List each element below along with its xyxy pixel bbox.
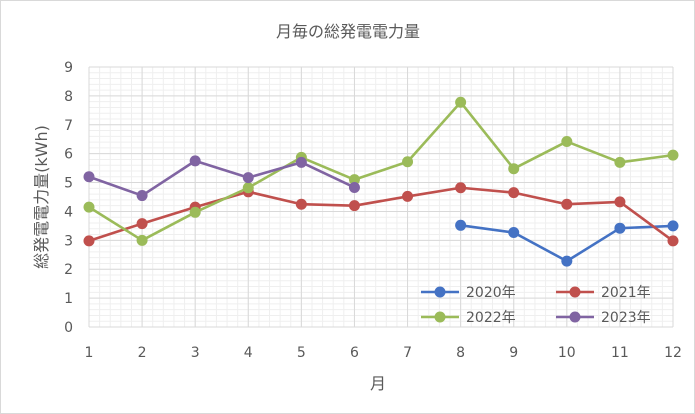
data-point [295, 198, 307, 210]
data-point [348, 174, 360, 186]
data-point [295, 156, 307, 168]
series-2022年 [83, 96, 679, 246]
y-tick-label: 4 [64, 204, 73, 220]
data-point [189, 155, 201, 167]
data-point [614, 196, 626, 208]
legend-marker [569, 286, 581, 298]
data-point [561, 136, 573, 148]
x-tick-label: 1 [85, 345, 94, 361]
data-point [455, 96, 467, 108]
legend-item: 2021年 [556, 285, 651, 301]
y-tick-label: 3 [64, 233, 73, 249]
legend-label: 2023年 [601, 310, 651, 326]
y-tick-label: 8 [64, 89, 73, 105]
data-point [348, 200, 360, 212]
x-tick-label: 6 [350, 345, 359, 361]
legend-label: 2020年 [466, 285, 516, 301]
x-tick-label: 12 [664, 345, 682, 361]
data-point [667, 149, 679, 161]
data-point [455, 219, 467, 231]
legend-item: 2020年 [421, 285, 516, 301]
data-point [348, 181, 360, 193]
data-point [614, 222, 626, 234]
series-2021年 [83, 182, 679, 247]
x-tick-label: 5 [297, 345, 306, 361]
x-tick-label: 2 [138, 345, 147, 361]
x-tick-label: 8 [456, 345, 465, 361]
x-axis-label: 月 [370, 374, 386, 393]
data-point [83, 235, 95, 247]
chart-title: 月毎の総発電電力量 [276, 22, 420, 41]
data-point [508, 187, 520, 199]
data-point [83, 171, 95, 183]
legend-marker [434, 286, 446, 298]
data-point [455, 182, 467, 194]
y-tick-label: 6 [64, 147, 73, 163]
series-line [88, 159, 356, 197]
x-tick-label: 3 [191, 345, 200, 361]
data-point [402, 156, 414, 168]
data-point [136, 234, 148, 246]
series-group [83, 96, 679, 267]
legend-item: 2023年 [556, 310, 651, 326]
y-tick-label: 0 [64, 320, 73, 336]
plot-grid [88, 66, 674, 328]
data-point [242, 182, 254, 194]
data-point [189, 206, 201, 218]
x-tick-label: 11 [611, 345, 629, 361]
legend-marker [569, 311, 581, 323]
x-axis-ticks: 1 2 3 4 5 6 7 8 9 10 11 12 [85, 345, 682, 361]
y-axis-ticks: 0 1 2 3 4 5 6 7 8 9 [64, 60, 73, 336]
data-point [136, 218, 148, 230]
data-point [508, 163, 520, 175]
x-tick-label: 9 [509, 345, 518, 361]
data-point [561, 198, 573, 210]
y-tick-label: 5 [64, 176, 73, 192]
legend-item: 2022年 [421, 310, 516, 326]
x-tick-label: 4 [244, 345, 253, 361]
data-point [508, 227, 520, 239]
legend-marker [434, 311, 446, 323]
y-tick-label: 7 [64, 118, 73, 134]
data-point [561, 255, 573, 267]
data-point [242, 172, 254, 184]
y-tick-label: 9 [64, 60, 73, 76]
x-tick-label: 7 [403, 345, 412, 361]
legend: 2020年 2021年 2022年 2023年 [421, 285, 651, 326]
legend-label: 2022年 [466, 310, 516, 326]
data-point [136, 190, 148, 202]
data-point [667, 220, 679, 232]
legend-label: 2021年 [601, 285, 651, 301]
series-line [88, 186, 674, 243]
y-tick-label: 2 [64, 262, 73, 278]
y-axis-label: 総発電電力量(kWh) [32, 125, 51, 269]
series-2023年 [83, 155, 360, 202]
series-2020年 [455, 219, 679, 267]
data-point [402, 190, 414, 202]
x-tick-label: 10 [558, 345, 576, 361]
data-point [667, 235, 679, 247]
y-tick-label: 1 [64, 291, 73, 307]
data-point [83, 201, 95, 213]
data-point [614, 156, 626, 168]
series-line [88, 100, 674, 242]
